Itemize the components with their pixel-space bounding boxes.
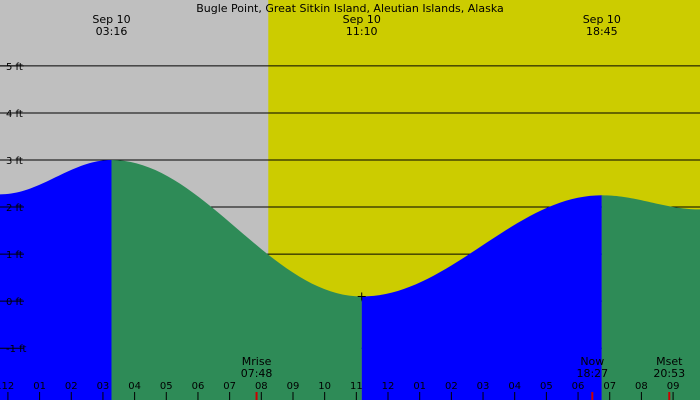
extreme-date: Sep 10: [583, 13, 621, 26]
y-tick-label: 2 ft: [6, 203, 23, 214]
x-tick-label: 07: [603, 381, 616, 392]
x-tick-label: 03: [477, 381, 490, 392]
event-label: Mrise: [242, 355, 272, 368]
x-tick-label: 02: [65, 381, 78, 392]
y-tick-label: 1 ft: [6, 250, 23, 261]
extreme-time: 18:45: [586, 25, 618, 38]
x-tick-label: 11: [0, 381, 2, 392]
chart-title: Bugle Point, Great Sitkin Island, Aleuti…: [196, 2, 504, 15]
event-label: Now: [580, 355, 604, 368]
tide-areas: [0, 160, 700, 400]
extreme-time: 11:10: [346, 25, 378, 38]
x-tick-label: 01: [33, 381, 46, 392]
extreme-date: Sep 10: [92, 13, 130, 26]
x-tick-label: 11: [350, 381, 363, 392]
x-tick-label: 02: [445, 381, 458, 392]
x-tick-label: 06: [192, 381, 205, 392]
x-tick-label: 01: [413, 381, 426, 392]
x-tick-label: 04: [508, 381, 521, 392]
x-axis: 1112010203040506070809101112010203040506…: [0, 381, 679, 400]
y-tick-label: 4 ft: [6, 109, 23, 120]
x-tick-label: 05: [540, 381, 553, 392]
y-tick-label: 0 ft: [6, 297, 23, 308]
x-tick-label: 08: [635, 381, 648, 392]
x-tick-label: 03: [97, 381, 110, 392]
x-tick-label: 08: [255, 381, 268, 392]
extreme-date: Sep 10: [343, 13, 381, 26]
x-tick-label: 05: [160, 381, 173, 392]
event-label: Mset: [656, 355, 683, 368]
event-time: 18:27: [576, 367, 608, 380]
x-tick-label: 09: [287, 381, 300, 392]
rising-tide-area: [0, 160, 112, 400]
y-tick-label: -1 ft: [6, 344, 26, 355]
x-tick-label: 07: [223, 381, 236, 392]
falling-tide-area: [111, 160, 362, 400]
x-tick-label: 12: [2, 381, 15, 392]
extreme-time: 03:16: [96, 25, 128, 38]
falling-tide-area: [601, 195, 700, 400]
event-time: 07:48: [241, 367, 273, 380]
y-axis-labels: 5 ft 4 ft 3 ft 2 ft 1 ft 0 ft -1 ft: [0, 62, 26, 355]
rising-tide-area: [361, 195, 602, 400]
x-tick-label: 04: [128, 381, 141, 392]
y-tick-label: 3 ft: [6, 156, 23, 167]
event-time: 20:53: [653, 367, 685, 380]
y-tick-label: 5 ft: [6, 62, 23, 73]
x-tick-label: 06: [572, 381, 585, 392]
x-tick-label: 10: [318, 381, 331, 392]
x-tick-label: 12: [382, 381, 395, 392]
cursor-crosshair: [357, 292, 366, 301]
x-tick-label: 09: [667, 381, 680, 392]
